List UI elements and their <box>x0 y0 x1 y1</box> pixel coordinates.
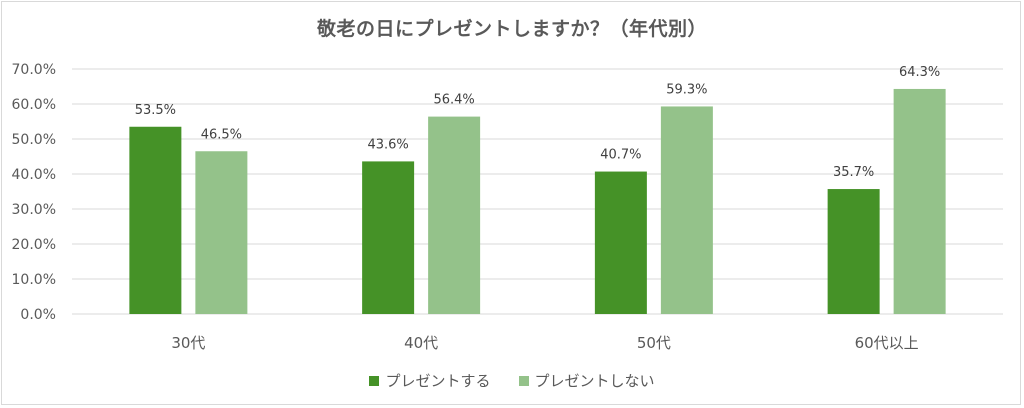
bar-series-1 <box>362 161 415 314</box>
data-label: 43.6% <box>367 137 408 152</box>
bar-series-2 <box>195 151 248 314</box>
chart-plot-area: 0.0% 10.0% 20.0% 30.0% 40.0% 50.0% 60.0% 70.0% 5… <box>12 62 1003 352</box>
data-label: 40.7% <box>600 148 641 163</box>
bar-series-1 <box>129 126 182 314</box>
y-tick-label: 10.0% <box>12 272 56 288</box>
legend-item-series-2: プレゼントしない <box>518 370 655 391</box>
bar-series-2 <box>893 88 946 314</box>
y-tick-label: 20.0% <box>12 237 56 253</box>
legend-item-series-1: プレゼントする <box>369 370 491 391</box>
y-tick-label: 60.0% <box>12 97 56 113</box>
bar-series-1 <box>827 189 880 314</box>
legend-swatch-series-1 <box>369 375 380 386</box>
y-tick-label: 40.0% <box>12 167 56 183</box>
data-label: 46.5% <box>201 127 242 142</box>
chart-legend: プレゼントする プレゼントしない <box>0 370 1024 391</box>
y-tick-label: 70.0% <box>12 62 56 78</box>
y-tick-label: 50.0% <box>12 132 56 148</box>
legend-label-series-2: プレゼントしない <box>534 372 655 390</box>
x-tick-label: 50代 <box>637 334 671 352</box>
y-tick-label: 30.0% <box>12 202 56 218</box>
x-tick-label: 30代 <box>171 334 205 352</box>
data-label: 53.5% <box>135 103 176 118</box>
legend-swatch-series-2 <box>518 375 529 386</box>
data-label: 64.3% <box>899 65 940 80</box>
data-label: 59.3% <box>666 82 707 97</box>
legend-label-series-1: プレゼントする <box>385 372 491 390</box>
bar-series-1 <box>594 171 647 314</box>
data-label: 35.7% <box>833 165 874 180</box>
bar-series-2 <box>428 116 481 314</box>
bar-series-2 <box>660 106 713 314</box>
x-tick-label: 40代 <box>404 334 438 352</box>
data-label: 56.4% <box>433 93 474 108</box>
chart-title: 敬老の日にプレゼントしますか？（年代別） <box>316 18 707 40</box>
x-tick-label: 60代以上 <box>855 334 919 352</box>
y-tick-label: 0.0% <box>20 307 56 323</box>
